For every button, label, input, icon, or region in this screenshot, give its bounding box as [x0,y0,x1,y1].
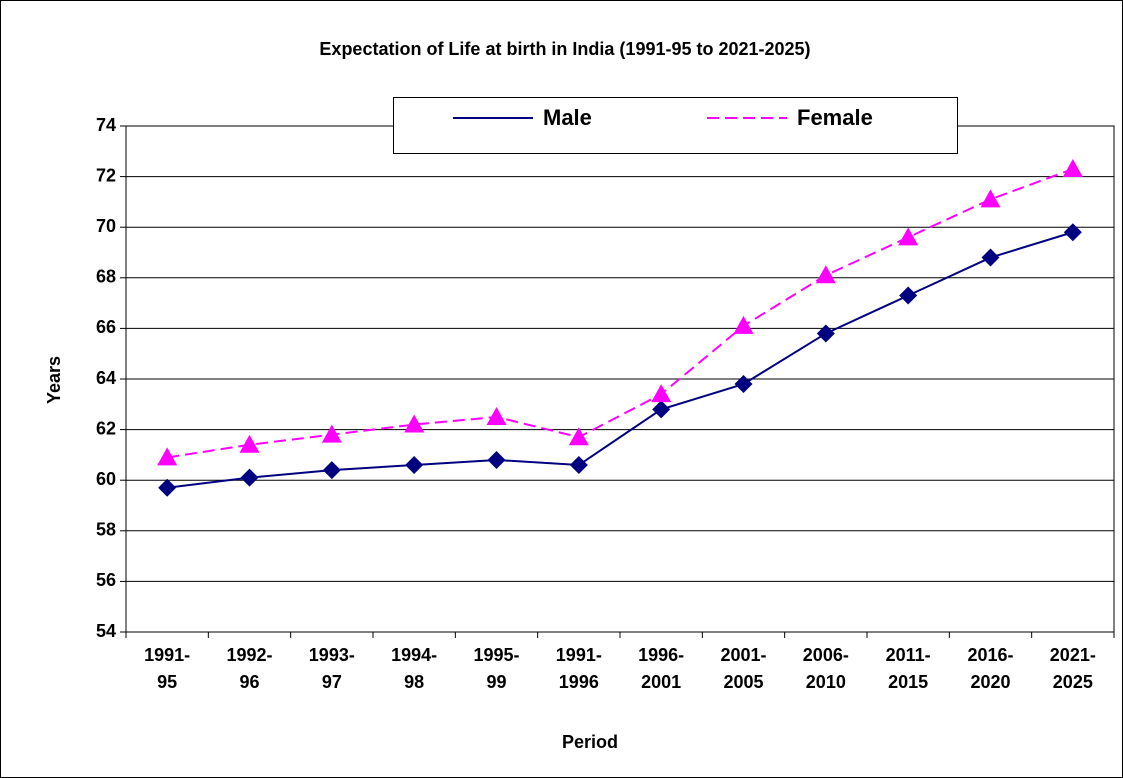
legend: Male Female [393,97,958,154]
x-tick-label: 2021-2025 [1049,645,1096,692]
marker [405,456,424,475]
y-axis-label: Years [44,356,64,404]
marker [1062,159,1083,178]
y-tick-label: 70 [96,216,116,236]
marker [240,468,259,487]
y-tick-label: 72 [96,165,116,185]
y-tick-label: 60 [96,469,116,489]
marker [899,286,918,305]
x-tick-label: 1995-99 [473,645,520,692]
x-tick-label: 1993-97 [308,645,355,692]
series-line [167,168,1074,459]
marker [1063,223,1082,242]
y-tick-label: 74 [96,115,116,135]
x-tick-label: 1991-95 [144,645,191,692]
marker [486,406,507,425]
marker [733,315,754,334]
x-tick-label: 1994-98 [391,645,438,692]
legend-box [393,97,958,154]
marker [980,189,1001,208]
marker [898,227,919,246]
x-tick-label: 2016-2020 [967,645,1014,692]
marker [487,450,506,469]
marker [321,424,342,443]
chart-title: Expectation of Life at birth in India (1… [319,39,810,59]
marker [652,400,671,419]
marker [815,265,836,284]
x-axis-label: Period [562,732,618,752]
marker [158,478,177,497]
y-tick-label: 54 [96,621,116,641]
legend-label: Female [797,105,873,130]
series-line [167,231,1074,489]
marker [816,324,835,343]
y-tick-label: 68 [96,267,116,287]
y-tick-label: 58 [96,520,116,540]
marker [734,375,753,394]
marker [239,434,260,453]
marker [322,461,341,480]
marker [569,456,588,475]
x-tick-label: 1991-1996 [555,645,602,692]
y-tick-label: 56 [96,570,116,590]
marker [404,414,425,433]
x-tick-label: 2011-2015 [885,645,931,692]
x-tick-label: 2006-2010 [802,645,849,692]
marker [981,248,1000,267]
marker [651,384,672,403]
marker [157,447,178,466]
x-tick-label: 2001-2005 [720,645,767,692]
y-tick-label: 64 [96,368,116,388]
x-tick-label: 1996-2001 [638,645,685,692]
marker [568,427,589,446]
y-tick-label: 66 [96,317,116,337]
y-tick-label: 62 [96,418,116,438]
legend-label: Male [543,105,592,130]
x-tick-label: 1992-96 [226,645,273,692]
